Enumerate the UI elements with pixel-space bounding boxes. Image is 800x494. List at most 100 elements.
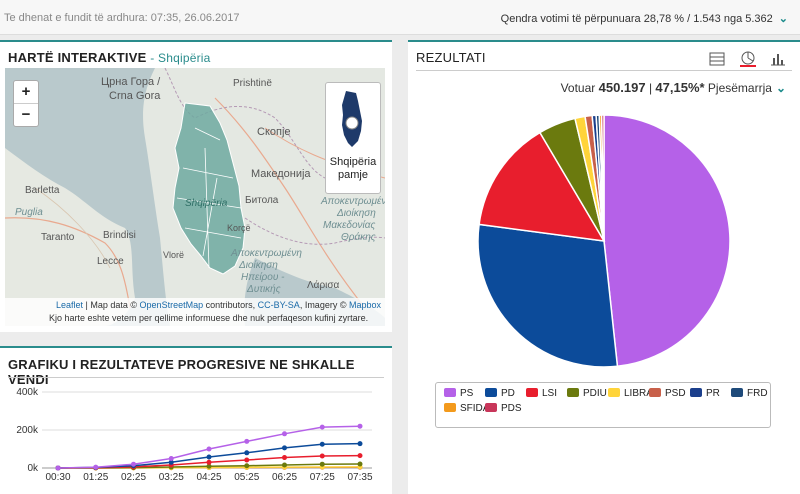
map-label-region-epirus-4: Δυτικής (247, 284, 281, 295)
legend-swatch (731, 387, 743, 397)
pie-slice-ps[interactable] (603, 114, 731, 368)
map-subtitle-link[interactable]: Shqipëria (158, 51, 211, 65)
map-panel-title: HARTË INTERAKTIVE - Shqipëria (8, 50, 211, 65)
map-label-brindisi: Brindisi (103, 230, 136, 241)
series-point-ps[interactable] (244, 438, 250, 444)
zoom-control: + − (13, 80, 39, 127)
x-tick-label: 01:25 (83, 472, 108, 483)
leaflet-link[interactable]: Leaflet (56, 300, 84, 310)
y-tick-label: 0k (27, 463, 39, 474)
series-point-lsi[interactable] (206, 459, 212, 465)
pie-slice-lsi[interactable] (478, 131, 606, 242)
series-point-ps[interactable] (131, 461, 136, 467)
cc-by-sa-link[interactable]: CC-BY-SA (257, 300, 300, 310)
legend-item-pr[interactable]: PR (690, 387, 720, 399)
map-label-skopje: Скопје (257, 126, 291, 138)
osm-link[interactable]: OpenStreetMap (139, 300, 204, 310)
zoom-in-button[interactable]: + (21, 83, 31, 100)
table-icon[interactable] (709, 52, 725, 66)
series-point-ps[interactable] (55, 465, 61, 471)
progress-line-chart[interactable]: 0k 200k 400k 00:30 01:25 02:25 03:25 04:25 05:25… (0, 382, 392, 494)
map-label-makedonija: Македонија (251, 168, 311, 180)
legend-swatch (485, 387, 497, 397)
legend-item-sfida[interactable]: SFIDA (444, 402, 489, 414)
results-panel: REZULTATI Votuar 450.197 | 47,15%* Pjesë… (408, 40, 800, 494)
series-point-ps[interactable] (357, 423, 363, 429)
map-label-region-macedonia-1: Αποκεντρωμένη (321, 196, 385, 207)
series-point-pd[interactable] (282, 445, 287, 451)
country-view-label: Shqipëria pamje (329, 156, 377, 181)
map-label-region-macedonia-4: Θράκης (341, 232, 376, 243)
interactive-map[interactable]: Црна Гора / Crna Gora Prishtinë Скопје М… (5, 68, 385, 326)
map-label-crna-gora: Црна Гора / (101, 76, 161, 88)
mapbox-link[interactable]: Mapbox (348, 300, 381, 310)
x-tick-label: 07:35 (347, 472, 372, 483)
x-tick-label: 04:25 (196, 472, 221, 483)
series-point-ps[interactable] (168, 456, 174, 461)
voted-label: Votuar (560, 81, 596, 95)
series-point-pd[interactable] (206, 454, 212, 460)
series-point-lsi[interactable] (357, 453, 363, 459)
status-bar: Te dhenat e fundit të ardhura: 07:35, 26… (0, 0, 800, 35)
legend-swatch (444, 402, 456, 412)
map-label-crna-gora-latin: Crna Gora (109, 90, 161, 102)
legend-item-pd[interactable]: PD (485, 387, 515, 399)
legend-label: LIBRA (624, 388, 653, 399)
pie-chart-icon[interactable] (739, 51, 756, 67)
legend-swatch (485, 402, 497, 412)
chevron-down-icon: ⌄ (778, 13, 788, 25)
series-point-pd[interactable] (168, 459, 174, 465)
map-label-region-epirus-1: Αποκεντρωμένη (231, 248, 302, 259)
processed-centers-toggle[interactable]: Qendra votimi të përpunuara 28,78 % / 1.… (501, 12, 788, 25)
zoom-out-button[interactable]: − (14, 103, 38, 126)
series-point-lsi[interactable] (282, 455, 287, 461)
series-point-pd[interactable] (319, 441, 325, 447)
series-point-pdiu[interactable] (244, 463, 250, 469)
map-label-region-epirus-2: Διοίκηση (239, 260, 278, 271)
x-tick-label: 00:30 (45, 472, 70, 483)
legend-item-pdiu[interactable]: PDIU (567, 387, 607, 399)
view-switcher (699, 50, 786, 68)
legend-swatch (649, 387, 661, 397)
x-tick-label: 06:25 (272, 472, 297, 483)
map-label-bitola: Битола (245, 195, 279, 206)
series-point-pd[interactable] (357, 441, 363, 447)
series-point-pdiu[interactable] (357, 461, 363, 467)
legend-item-psd[interactable]: PSD (649, 387, 686, 399)
processed-centers-text: Qendra votimi të përpunuara 28,78 % / 1.… (500, 13, 773, 25)
bar-chart-icon[interactable] (770, 52, 786, 66)
map-label-taranto: Taranto (41, 232, 75, 243)
map-label-region-macedonia-2: Διοίκηση (337, 208, 376, 219)
legend-item-libra[interactable]: LIBRA (608, 387, 653, 399)
legend-swatch (567, 387, 579, 397)
series-point-ps[interactable] (319, 424, 325, 430)
results-pie-chart[interactable] (408, 104, 800, 384)
series-point-ps[interactable] (206, 446, 212, 452)
pie-slice-pds[interactable] (600, 114, 605, 242)
turnout-summary[interactable]: Votuar 450.197 | 47,15%* Pjesëmarrja ⌄ (560, 80, 786, 95)
legend-item-ps[interactable]: PS (444, 387, 473, 399)
map-tiles (5, 68, 385, 326)
series-point-ps[interactable] (93, 464, 99, 470)
legend-label: PSD (665, 388, 686, 399)
legend-item-lsi[interactable]: LSI (526, 387, 557, 399)
y-tick-label: 200k (16, 425, 39, 436)
y-tick-label: 400k (16, 387, 39, 398)
legend-item-pds[interactable]: PDS (485, 402, 522, 414)
chevron-down-icon: ⌄ (775, 81, 786, 95)
map-label-vlore: Vlorë (163, 250, 185, 260)
country-view-button[interactable]: Shqipëria pamje (325, 82, 381, 194)
legend-label: PDS (501, 403, 522, 414)
voted-value: 450.197 (598, 80, 646, 95)
series-point-pd[interactable] (244, 450, 250, 456)
series-point-pdiu[interactable] (282, 462, 287, 468)
series-point-pdiu[interactable] (319, 461, 325, 467)
series-point-lsi[interactable] (244, 457, 250, 463)
map-label-region-macedonia-3: Μακεδονίας (323, 220, 376, 231)
series-point-pdiu[interactable] (206, 463, 212, 469)
legend-item-frd[interactable]: FRD (731, 387, 768, 399)
albania-silhouette-icon (342, 91, 362, 147)
series-point-lsi[interactable] (319, 453, 325, 459)
pie-slice-pd[interactable] (477, 223, 619, 368)
series-point-ps[interactable] (282, 431, 287, 437)
